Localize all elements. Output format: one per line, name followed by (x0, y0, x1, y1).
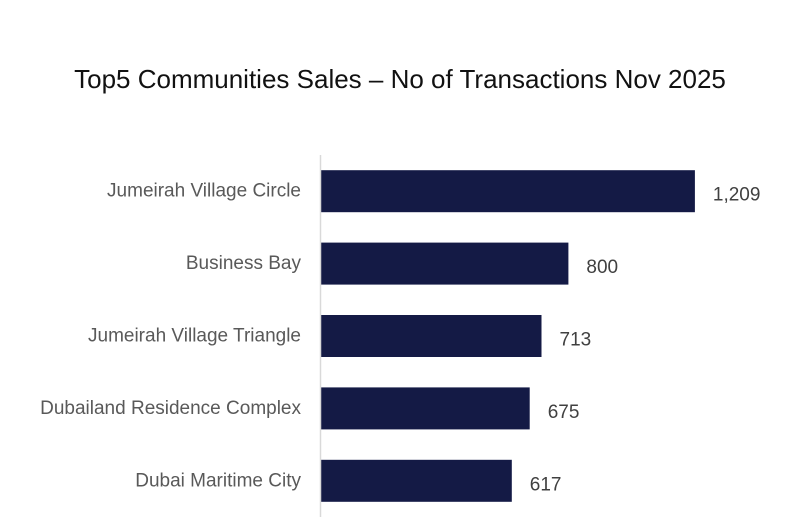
bars-group (321, 170, 695, 502)
category-label-5: Dubai Maritime City (135, 470, 301, 491)
category-label-4: Dubailand Residence Complex (40, 398, 301, 419)
bar-5 (321, 459, 512, 502)
bar-2 (321, 242, 569, 285)
value-labels: 1,209 800 713 675 617 (530, 185, 761, 496)
value-label-2: 800 (586, 257, 618, 278)
chart-title: Top5 Communities Sales – No of Transacti… (74, 64, 726, 94)
category-label-2: Business Bay (186, 253, 302, 274)
bar-3 (321, 315, 542, 357)
category-labels: Jumeirah Village Circle Business Bay Jumei… (40, 181, 301, 492)
category-label-1: Jumeirah Village Circle (107, 181, 301, 202)
value-label-3: 713 (560, 330, 592, 351)
category-label-3: Jumeirah Village Triangle (88, 326, 301, 347)
value-label-4: 675 (548, 402, 580, 423)
value-label-5: 617 (530, 474, 562, 495)
bar-1 (321, 170, 695, 213)
bar-4 (321, 387, 530, 430)
value-label-1: 1,209 (713, 185, 761, 206)
